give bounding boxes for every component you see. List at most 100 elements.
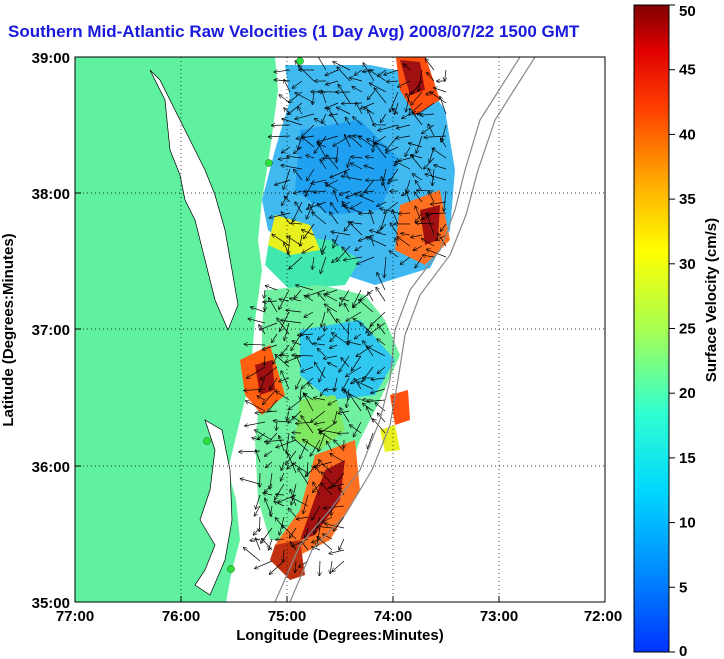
x-axis-label: Longitude (Degrees:Minutes) — [236, 627, 444, 644]
velocity-arrow — [295, 113, 315, 119]
velocity-arrow — [274, 70, 291, 72]
velocity-arrow — [356, 103, 363, 115]
x-tick-label: 75:00 — [268, 608, 306, 625]
velocity-arrow — [428, 168, 435, 181]
velocity-arrow — [429, 192, 435, 203]
velocity-arrow — [303, 494, 309, 514]
velocity-arrow — [342, 247, 351, 258]
velocity-arrow — [304, 295, 314, 302]
velocity-arrow — [319, 560, 320, 576]
velocity-arrow — [366, 346, 386, 357]
velocity-arrow — [367, 400, 386, 402]
velocity-arrow — [353, 289, 362, 306]
velocity-arrow — [318, 430, 338, 434]
velocity-arrow — [308, 383, 314, 390]
velocity-arrow — [276, 391, 290, 401]
velocity-arrow — [324, 294, 338, 302]
velocity-arrow — [333, 62, 351, 71]
velocity-arrow — [317, 537, 333, 551]
velocity-arrow — [330, 560, 332, 573]
velocity-arrow — [328, 107, 339, 126]
velocity-arrow — [409, 143, 423, 148]
velocity-arrow — [307, 337, 314, 346]
velocity-arrow — [434, 88, 447, 93]
velocity-arrow — [306, 155, 315, 158]
velocity-arrow — [339, 538, 345, 550]
velocity-arrow — [377, 339, 386, 346]
x-tick-label: 73:00 — [480, 608, 518, 625]
velocity-arrow — [412, 174, 423, 181]
velocity-arrow — [332, 333, 350, 346]
velocity-arrow — [368, 292, 374, 302]
velocity-arrow — [304, 393, 314, 412]
radar-station — [265, 159, 273, 167]
colorbar-tick-label: 20 — [679, 385, 696, 402]
velocity-arrow — [304, 223, 315, 238]
velocity-arrow — [300, 322, 314, 336]
velocity-arrow — [377, 366, 386, 373]
velocity-arrow — [427, 214, 435, 236]
velocity-arrow — [279, 377, 290, 382]
velocity-arrow — [320, 160, 327, 170]
map-title: Southern Mid-Atlantic Raw Velocities (1 … — [8, 22, 580, 41]
velocity-arrow — [265, 498, 273, 518]
velocity-arrow — [253, 527, 261, 535]
velocity-arrow — [295, 560, 296, 572]
velocity-arrow — [342, 377, 350, 390]
x-tick-label: 74:00 — [374, 608, 412, 625]
velocity-arrow — [378, 69, 387, 76]
velocity-arrow — [396, 135, 411, 138]
velocity-arrow — [273, 421, 290, 422]
velocity-arrow — [275, 179, 291, 185]
velocity-arrow — [398, 80, 411, 87]
colorbar — [633, 4, 670, 653]
velocity-arrow — [265, 450, 273, 456]
velocity-arrow — [284, 322, 290, 340]
velocity-arrow — [257, 396, 266, 401]
velocity-arrow — [312, 547, 321, 551]
velocity-arrow — [321, 234, 327, 252]
velocity-arrow — [378, 124, 399, 131]
velocity-arrow — [282, 146, 291, 153]
velocity-arrow — [340, 408, 350, 423]
velocity-arrow — [406, 191, 411, 203]
velocity-arrow — [290, 542, 297, 551]
velocity-arrow — [355, 69, 363, 75]
velocity-arrow — [355, 333, 362, 339]
velocity-arrow — [368, 110, 375, 126]
velocity-arrow — [441, 138, 447, 148]
velocity-arrow — [337, 67, 351, 82]
velocity-arrow — [360, 323, 374, 335]
velocity-arrow — [351, 355, 362, 371]
velocity-arrow — [423, 255, 435, 257]
colorbar-tick-label: 35 — [679, 191, 696, 208]
velocity-arrow — [348, 342, 362, 346]
velocity-arrow — [330, 344, 338, 348]
velocity-arrow — [331, 232, 351, 236]
velocity-arrow — [282, 119, 303, 126]
velocity-arrow — [286, 450, 297, 464]
velocity-arrow — [428, 124, 435, 137]
velocity-arrow — [297, 517, 309, 519]
velocity-arrow — [406, 94, 411, 104]
velocity-arrow — [350, 78, 363, 82]
velocity-arrow — [329, 549, 345, 554]
velocity-arrow — [302, 542, 309, 551]
velocity-arrow — [254, 505, 261, 516]
velocity-arrow — [292, 80, 303, 88]
velocity-arrow — [323, 534, 333, 540]
velocity-arrow — [287, 236, 303, 247]
velocity-arrow — [384, 69, 399, 75]
velocity-arrow — [324, 505, 345, 508]
velocity-arrow — [321, 472, 333, 485]
velocity-arrow — [367, 91, 375, 99]
x-tick-label: 77:00 — [56, 608, 94, 625]
velocity-arrow — [368, 432, 374, 449]
velocity-arrow — [305, 527, 309, 538]
velocity-arrow — [270, 377, 278, 390]
velocity-arrow — [401, 233, 411, 235]
velocity-arrow — [351, 163, 363, 170]
velocity-arrow — [325, 389, 338, 390]
velocity-arrow — [276, 421, 277, 430]
velocity-arrow — [322, 245, 327, 254]
